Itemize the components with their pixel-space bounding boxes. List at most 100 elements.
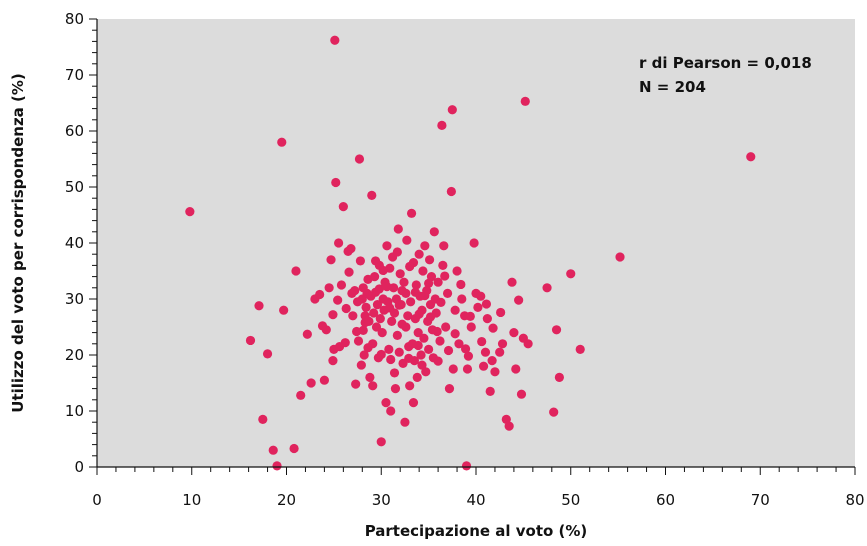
data-point <box>460 344 471 354</box>
data-point <box>324 283 334 293</box>
x-tick-label: 60 <box>656 491 675 509</box>
data-point <box>344 267 354 277</box>
data-point <box>496 307 506 318</box>
data-point <box>340 338 350 348</box>
data-point <box>425 312 436 322</box>
data-point <box>485 386 495 396</box>
y-tick-label: 20 <box>65 346 84 364</box>
data-point <box>302 329 312 339</box>
data-point <box>315 289 325 300</box>
data-point <box>361 302 371 312</box>
data-point <box>351 379 361 389</box>
data-point <box>437 120 447 130</box>
data-point <box>408 398 419 408</box>
data-point <box>477 336 487 347</box>
data-point <box>495 347 505 357</box>
data-point <box>328 356 338 366</box>
data-point <box>516 389 527 399</box>
data-point <box>254 301 264 311</box>
data-point <box>746 152 756 162</box>
data-point <box>328 310 338 320</box>
data-point <box>326 255 336 265</box>
data-point <box>443 345 454 356</box>
data-point <box>365 372 375 382</box>
data-point <box>403 311 413 321</box>
data-point <box>358 325 368 335</box>
data-point <box>405 381 415 391</box>
data-points <box>185 35 756 471</box>
data-point <box>476 291 486 301</box>
x-tick-label: 30 <box>372 491 391 509</box>
data-point <box>331 177 341 188</box>
data-point <box>520 96 530 106</box>
data-point <box>478 361 489 371</box>
data-point <box>452 266 462 276</box>
data-point <box>432 326 442 337</box>
x-tick-label: 50 <box>561 491 580 509</box>
data-point <box>466 322 476 332</box>
data-point <box>384 344 394 354</box>
data-point <box>296 390 306 400</box>
y-tick-label: 60 <box>65 122 84 140</box>
data-point <box>390 384 401 394</box>
data-point <box>441 322 451 332</box>
x-tick-labels: 0 10 20 30 40 50 60 70 80 <box>92 491 864 509</box>
data-point <box>375 314 385 324</box>
data-point <box>429 227 439 237</box>
data-point <box>435 336 445 346</box>
data-point <box>487 356 497 366</box>
data-point <box>319 375 329 385</box>
data-point <box>414 309 424 319</box>
data-point <box>461 461 472 471</box>
data-point <box>450 329 460 339</box>
data-point <box>406 297 416 307</box>
data-point <box>482 314 492 324</box>
data-point <box>376 349 386 360</box>
data-point <box>456 279 466 290</box>
y-tick-labels: 0 10 20 30 40 50 60 70 80 <box>65 10 84 476</box>
x-tick-label: 80 <box>845 491 864 509</box>
data-point <box>336 280 347 290</box>
data-point <box>566 269 576 279</box>
data-point <box>405 261 415 272</box>
data-point <box>386 406 396 416</box>
data-point <box>376 437 386 447</box>
data-point <box>382 241 392 251</box>
data-point <box>321 325 331 335</box>
y-tick-label: 40 <box>65 234 84 252</box>
x-tick-label: 10 <box>182 491 201 509</box>
data-point <box>258 414 268 424</box>
data-point <box>341 303 351 314</box>
data-point <box>370 256 381 266</box>
data-point <box>346 244 356 254</box>
data-point <box>377 328 387 338</box>
data-point <box>381 398 391 408</box>
data-point <box>372 300 383 310</box>
data-point <box>523 339 533 349</box>
data-point <box>333 295 343 305</box>
data-point <box>395 269 405 279</box>
data-point <box>289 443 299 454</box>
data-point <box>469 238 479 248</box>
data-point <box>291 266 301 276</box>
data-point <box>554 372 564 382</box>
data-point <box>306 378 316 388</box>
data-point <box>413 340 423 351</box>
data-point <box>442 288 453 298</box>
data-point <box>404 353 414 363</box>
data-point <box>392 247 402 257</box>
data-point <box>369 308 379 318</box>
y-tick-label: 80 <box>65 10 84 28</box>
data-point <box>245 335 256 346</box>
data-point <box>488 323 498 333</box>
data-point <box>399 277 409 287</box>
data-point <box>378 265 388 276</box>
data-point <box>438 260 448 270</box>
data-point <box>262 349 273 359</box>
data-point <box>359 350 369 360</box>
data-point <box>185 207 195 217</box>
data-point <box>462 364 473 374</box>
pearson-annotation: r di Pearson = 0,018 <box>639 54 812 72</box>
data-point <box>497 339 508 349</box>
data-point <box>406 208 417 218</box>
